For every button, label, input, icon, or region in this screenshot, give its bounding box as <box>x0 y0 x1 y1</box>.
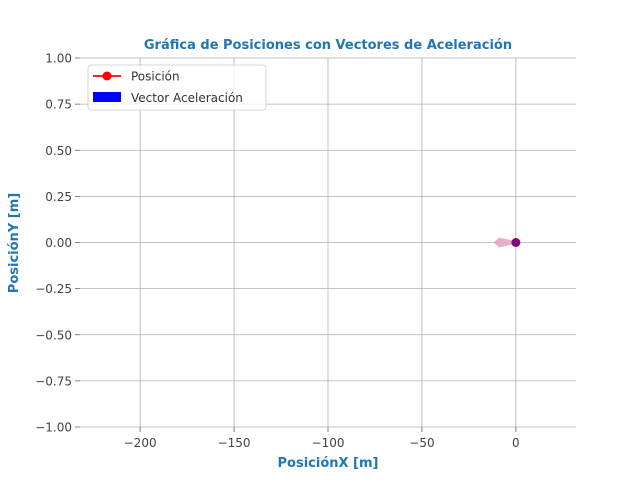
y-tick-label: 1.00 <box>45 52 72 66</box>
legend-label-vector: Vector Aceleración <box>131 91 243 105</box>
y-tick-label: −1.00 <box>35 421 72 435</box>
x-tick-label: −200 <box>124 436 157 450</box>
y-axis-label: PosiciónY [m] <box>7 193 22 293</box>
legend-box <box>87 64 267 111</box>
y-tick-label: 0.50 <box>45 144 72 158</box>
x-tick-labels: −200 −150 −100 −50 0 <box>124 436 520 450</box>
x-tick-label: −50 <box>409 436 434 450</box>
chart-title: Gráfica de Posiciones con Vectores de Ac… <box>144 38 512 53</box>
legend-vector-patch <box>93 92 121 102</box>
x-tick-label: −100 <box>312 436 345 450</box>
acceleration-vectors <box>493 237 516 248</box>
y-tick-label: 0.00 <box>45 236 72 250</box>
x-axis-label: PosiciónX [m] <box>278 456 379 471</box>
legend-position-marker <box>102 71 112 81</box>
legend: Posición Vector Aceleración <box>87 64 267 111</box>
y-tick-labels: 1.00 0.75 0.50 0.25 0.00 −0.25 −0.50 −0.75 −1.00 <box>35 52 72 435</box>
y-tick-label: −0.50 <box>35 328 72 342</box>
acceleration-vector <box>493 237 516 248</box>
y-tick-label: −0.75 <box>35 374 72 388</box>
y-tick-label: −0.25 <box>35 282 72 296</box>
y-tick-label: 0.75 <box>45 98 72 112</box>
position-points <box>511 238 521 247</box>
x-tick-label: 0 <box>512 436 520 450</box>
position-point <box>511 238 521 247</box>
y-tick-label: 0.25 <box>45 190 72 204</box>
grid <box>75 57 576 432</box>
legend-label-position: Posición <box>131 70 180 84</box>
x-tick-label: −150 <box>218 436 251 450</box>
